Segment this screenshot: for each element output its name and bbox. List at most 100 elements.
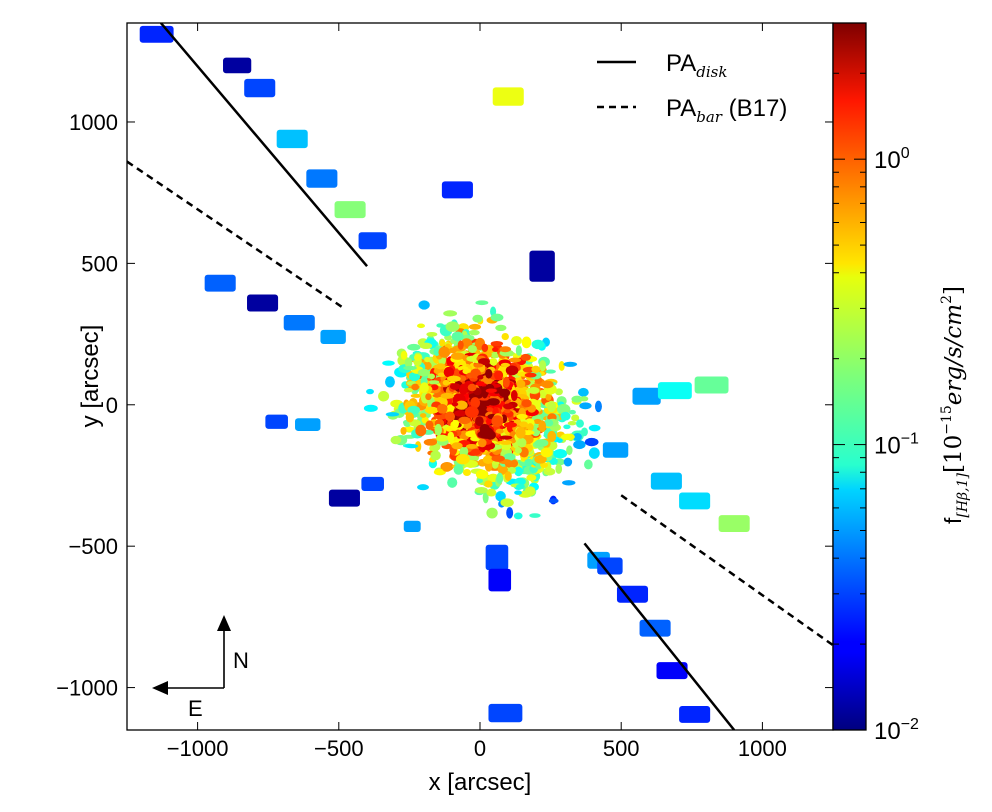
data-point (520, 353, 531, 361)
data-point (449, 383, 461, 390)
data-point (443, 366, 455, 378)
data-point (472, 314, 483, 323)
data-point (584, 437, 599, 447)
data-point (492, 347, 499, 352)
data-point (413, 353, 422, 361)
data-point (494, 370, 504, 381)
y-tick-label: 0 (106, 393, 118, 418)
data-point (457, 340, 464, 350)
outer-field-markers (139, 25, 750, 723)
field-marker (276, 129, 308, 149)
field-marker (656, 662, 688, 680)
data-point (495, 428, 504, 434)
data-point (524, 486, 536, 497)
compass-east-label: E (188, 696, 203, 721)
data-point (443, 310, 458, 317)
compass-north-label: N (233, 648, 249, 673)
data-point (433, 468, 446, 476)
data-point (540, 447, 553, 458)
pa-line-bar (127, 160, 346, 310)
colorbar-tick-label: 10−1 (874, 431, 919, 460)
data-point (458, 416, 471, 425)
data-point (534, 439, 549, 447)
field-marker (223, 57, 252, 74)
data-point (468, 323, 482, 330)
legend: PAdisk PAbar (B17) (597, 50, 787, 126)
data-point (467, 383, 477, 392)
data-point (476, 381, 485, 387)
data-point (485, 388, 497, 393)
data-point (462, 469, 471, 476)
data-point (424, 356, 431, 363)
y-tick-label: −500 (68, 534, 118, 559)
data-point (514, 466, 523, 477)
data-point (417, 484, 429, 491)
field-marker (204, 274, 236, 292)
data-point (438, 346, 451, 358)
data-point (505, 365, 519, 376)
north-arrow-head (217, 615, 231, 631)
data-point (482, 455, 494, 464)
data-point (501, 332, 509, 341)
x-tick-label: 1000 (738, 736, 787, 761)
data-point (390, 435, 402, 445)
data-point (435, 434, 449, 442)
data-point (538, 420, 547, 433)
colorbar: 100 10−1 10−2 f[Hβ,1][10−15erg/s/cm2] (832, 22, 971, 745)
data-point (403, 387, 414, 393)
data-point (514, 446, 522, 454)
data-point (531, 365, 541, 373)
data-point (476, 478, 483, 484)
data-point (477, 375, 484, 380)
data-point (407, 343, 421, 351)
data-point (486, 507, 498, 519)
data-point (503, 403, 514, 410)
field-marker (361, 476, 384, 492)
data-point (411, 383, 420, 391)
plot-area (127, 23, 833, 730)
data-point (511, 336, 522, 346)
data-point (547, 430, 557, 443)
data-point (500, 498, 514, 507)
field-marker (639, 619, 671, 637)
field-marker (488, 568, 512, 592)
data-point (454, 410, 467, 417)
data-point (567, 421, 577, 426)
data-point (470, 448, 481, 456)
data-point (588, 447, 600, 459)
x-tick-label: 0 (474, 736, 486, 761)
data-point (410, 393, 423, 398)
data-point (571, 414, 580, 422)
data-point (363, 404, 378, 412)
data-point (426, 331, 438, 337)
data-point (500, 362, 511, 368)
data-point (447, 375, 461, 382)
data-point (531, 339, 545, 350)
colorbar-ticks: 100 10−1 10−2 (833, 22, 919, 745)
data-point (483, 401, 491, 407)
data-point (474, 486, 488, 494)
data-point (534, 454, 547, 464)
data-point (499, 346, 512, 353)
data-point (490, 313, 504, 322)
data-point (452, 418, 459, 429)
data-point (506, 507, 514, 519)
data-point (529, 513, 541, 518)
data-point (428, 380, 440, 385)
data-point (447, 431, 455, 444)
data-point (571, 395, 583, 403)
field-marker (488, 703, 523, 723)
field-marker (718, 515, 750, 533)
data-point (440, 392, 455, 399)
field-marker (657, 382, 692, 400)
field-marker (650, 472, 682, 490)
field-marker (602, 442, 629, 458)
data-point (415, 424, 427, 437)
data-point (366, 388, 374, 395)
data-point (425, 420, 434, 431)
y-axis-label: y [arcsec] (77, 325, 104, 428)
data-point (405, 444, 419, 449)
data-point (496, 472, 504, 484)
data-point (419, 342, 433, 349)
data-point (498, 388, 511, 398)
